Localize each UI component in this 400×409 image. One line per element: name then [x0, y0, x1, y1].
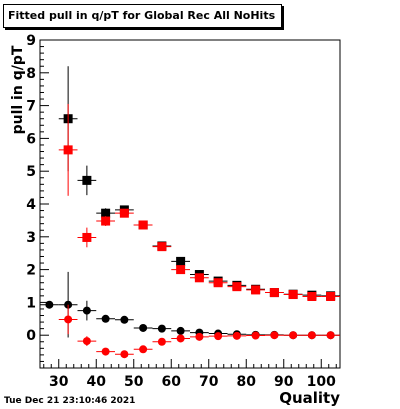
y-tick-label: 4: [26, 197, 36, 213]
data-point-circle: [307, 331, 316, 340]
data-point-square: [101, 208, 111, 218]
data-point-circle: [82, 306, 91, 315]
x-tick-label: 80: [237, 374, 257, 390]
data-point-square: [251, 285, 261, 295]
x-tick-label: 70: [199, 374, 219, 390]
x-tick-label: 40: [87, 374, 107, 390]
data-point-square: [213, 278, 223, 288]
data-point-square: [101, 216, 111, 226]
data-point-circle: [157, 337, 166, 346]
y-tick-label: 2: [26, 263, 36, 279]
series-layer: [40, 66, 340, 359]
x-tick-label: 30: [49, 374, 69, 390]
y-tick-label: 6: [26, 131, 36, 147]
data-point-circle: [139, 323, 148, 332]
x-tick-label: 50: [124, 374, 144, 390]
data-point-square: [63, 145, 73, 155]
data-point-circle: [326, 331, 335, 340]
data-point-circle: [270, 331, 279, 340]
data-point-circle: [289, 331, 298, 340]
y-tick-label: 0: [26, 328, 36, 344]
data-point-circle: [139, 345, 148, 354]
data-point-circle: [195, 332, 204, 341]
data-point-circle: [176, 334, 185, 343]
data-point-square: [82, 175, 92, 185]
data-point-square: [119, 208, 129, 218]
y-tick-label: 5: [26, 164, 36, 180]
plot-frame: [39, 39, 341, 369]
series-0: [58, 66, 340, 301]
series-3: [58, 304, 340, 359]
data-point-square: [138, 220, 148, 230]
data-point-circle: [45, 300, 54, 309]
data-point-square: [176, 265, 186, 275]
y-tick-label: 7: [26, 99, 36, 115]
x-tick-label: 60: [162, 374, 182, 390]
y-axis-label: pull in q/pT: [10, 45, 26, 135]
y-tick-label: 9: [26, 33, 36, 49]
data-point-circle: [232, 331, 241, 340]
y-tick-label: 3: [26, 230, 36, 246]
data-point-square: [307, 291, 317, 301]
axes: 30 40 50 60 70 80 90 100 0 1 2 3 4 5 6 7 8 9: [26, 33, 341, 390]
data-point-circle: [120, 315, 129, 324]
data-point-circle: [64, 315, 73, 324]
x-tick-label: 100: [307, 374, 336, 390]
y-tick-label: 1: [26, 295, 36, 311]
data-point-circle: [101, 347, 110, 356]
series-2: [40, 271, 340, 340]
data-point-circle: [176, 326, 185, 335]
data-point-square: [288, 290, 298, 300]
chart-title: Fitted pull in q/pT for Global Rec All N…: [3, 4, 282, 28]
data-point-square: [176, 256, 186, 266]
timestamp: Tue Dec 21 23:10:46 2021: [4, 396, 136, 406]
data-point-circle: [157, 324, 166, 333]
x-axis-label: Quality: [279, 389, 340, 407]
data-point-square: [194, 273, 204, 283]
data-point-circle: [101, 314, 110, 323]
data-point-circle: [251, 331, 260, 340]
data-point-square: [157, 242, 167, 252]
data-point-square: [269, 288, 279, 298]
data-point-square: [82, 232, 92, 242]
data-point-circle: [82, 337, 91, 346]
x-tick-label: 90: [274, 374, 294, 390]
y-tick-label: 8: [26, 66, 36, 82]
data-point-circle: [214, 332, 223, 341]
series-1: [58, 103, 340, 301]
data-point-circle: [120, 350, 129, 359]
data-point-square: [326, 291, 336, 301]
data-point-square: [232, 282, 242, 292]
